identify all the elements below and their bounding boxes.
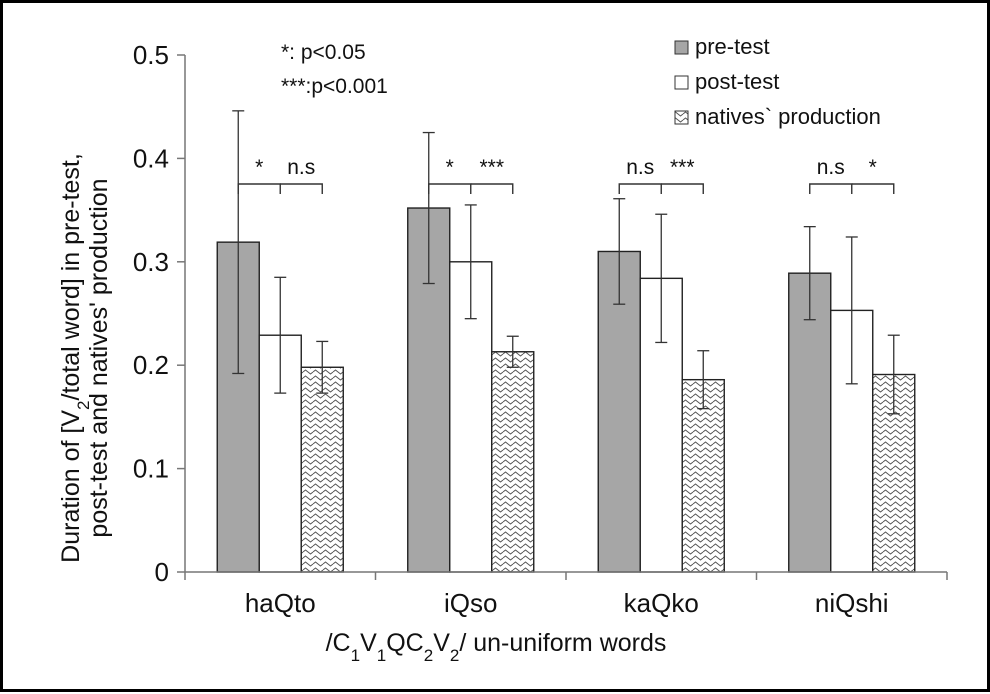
y-tick-label: 0.2 [133,350,169,380]
significance-bracket [618,183,662,194]
significance-note-line: *: p<0.05 [281,41,366,64]
y-tick-label: 0 [155,557,169,587]
x-axis-title-text: /C1V1QC2V2/ un-uniform words [326,629,667,665]
significance-note-line: ***:p<0.001 [281,75,388,98]
significance-label: * [255,156,263,179]
significance-bracket [428,183,472,194]
x-axis-title: /C1V1QC2V2/ un-uniform words [326,629,667,665]
significance-bracket [809,183,853,194]
x-tick-label: haQto [245,588,316,618]
y-axis-title-line: post-test and natives' production [85,178,113,537]
legend-label: pre-test [695,34,770,59]
bar-natives [491,351,535,573]
significance-label: n.s [626,156,654,179]
x-tick-label: niQshi [815,588,889,618]
y-tick-label: 0.3 [133,247,169,277]
legend-label: natives` production [695,104,881,129]
x-tick-label: kaQko [624,588,699,618]
significance-note: *: p<0.05 ***:p<0.001 [281,41,388,98]
significance-bracket [851,183,895,194]
bar-chart: Duration of [V2/total word] in pre-test,… [57,34,948,665]
significance-bracket [237,183,281,194]
y-tick-label: 0.4 [133,143,169,173]
significance-bracket [280,183,323,194]
bar-pre-test [597,250,641,573]
significance-bracket [661,183,704,194]
y-axis-title: Duration of [V2/total word] in pre-test,… [57,153,113,563]
y-tick-label: 0.1 [133,454,169,484]
significance-bracket [470,183,514,194]
legend-label: post-test [695,69,779,94]
significance-label: n.s [817,156,845,179]
x-tick-label: iQso [444,588,497,618]
significance-label: n.s [287,156,315,179]
significance-label: * [869,156,877,179]
significance-label: * [446,156,454,179]
bar-natives [300,366,344,573]
y-tick-label: 0.5 [133,40,169,70]
y-axis-title-line: Duration of [V2/total word] in pre-test, [57,153,93,563]
legend-swatch [674,40,689,55]
legend: pre-test post-test natives` production [674,34,881,129]
significance-label: *** [670,156,695,179]
legend-swatch [674,75,689,90]
significance-label: *** [479,156,504,179]
legend-swatch [674,110,689,125]
